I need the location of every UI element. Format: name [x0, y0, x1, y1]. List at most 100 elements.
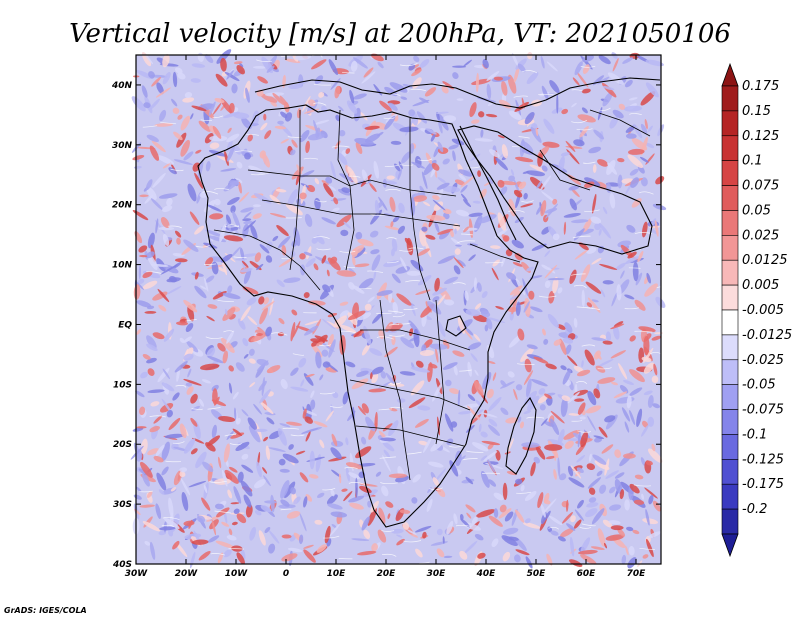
zero-contour — [318, 344, 331, 347]
updraft-blob — [269, 194, 281, 205]
x-tick-label: 10W — [225, 569, 249, 579]
downdraft-blob — [474, 369, 479, 376]
downdraft-blob — [242, 218, 252, 222]
downdraft-blob — [330, 447, 342, 460]
updraft-blob — [252, 213, 262, 219]
updraft-blob — [385, 501, 394, 508]
updraft-blob — [304, 320, 320, 326]
updraft-blob — [247, 315, 258, 326]
downdraft-blob — [249, 526, 257, 541]
updraft-blob — [382, 423, 393, 432]
downdraft-blob — [622, 57, 634, 64]
downdraft-blob — [569, 536, 575, 557]
downdraft-blob — [201, 379, 211, 384]
updraft-blob — [147, 368, 155, 376]
downdraft-blob — [400, 96, 408, 100]
updraft-blob — [229, 466, 238, 473]
downdraft-blob — [443, 115, 457, 123]
downdraft-blob — [160, 264, 178, 275]
downdraft-blob — [573, 317, 578, 328]
zero-contour — [142, 125, 158, 128]
updraft-blob — [319, 439, 325, 449]
downdraft-blob — [412, 99, 430, 107]
downdraft-blob — [176, 367, 180, 382]
updraft-blob — [543, 499, 551, 505]
downdraft-blob — [374, 199, 380, 216]
updraft-blob — [264, 130, 272, 140]
updraft-blob — [147, 448, 160, 456]
updraft-blob — [314, 178, 320, 185]
updraft-blob — [578, 549, 598, 555]
downdraft-blob — [599, 223, 612, 239]
zero-contour — [210, 553, 226, 556]
downdraft-blob — [304, 325, 319, 336]
downdraft-blob — [482, 58, 489, 69]
downdraft-blob — [233, 145, 242, 155]
updraft-blob — [355, 141, 363, 155]
updraft-blob — [254, 252, 262, 263]
updraft-blob — [152, 332, 165, 340]
downdraft-blob — [158, 489, 165, 495]
updraft-blob — [290, 322, 296, 342]
downdraft-blob — [223, 549, 232, 558]
downdraft-blob — [232, 391, 239, 400]
downdraft-blob — [231, 246, 241, 258]
downdraft-blob — [556, 94, 559, 114]
downdraft-blob — [609, 504, 622, 511]
downdraft-blob — [484, 324, 489, 332]
updraft-blob — [299, 472, 309, 483]
zero-contour — [379, 456, 396, 459]
updraft-blob — [612, 58, 619, 72]
downdraft-blob — [301, 428, 319, 434]
updraft-blob — [233, 61, 243, 65]
updraft-blob — [475, 72, 479, 93]
downdraft-blob — [329, 523, 340, 537]
downdraft-blob — [288, 444, 294, 450]
updraft-blob — [158, 304, 167, 312]
downdraft-blob — [560, 397, 568, 417]
updraft-blob — [259, 401, 274, 415]
zero-contour — [455, 524, 471, 527]
downdraft-blob — [530, 126, 542, 143]
downdraft-blob — [486, 71, 500, 81]
downdraft-blob — [454, 450, 462, 467]
downdraft-blob — [138, 265, 142, 280]
downdraft-blob — [263, 475, 271, 487]
downdraft-blob — [594, 223, 601, 231]
downdraft-blob — [515, 384, 523, 391]
zero-contour — [167, 225, 183, 229]
downdraft-blob — [507, 371, 515, 378]
downdraft-blob — [540, 175, 552, 191]
updraft-blob — [217, 342, 226, 352]
updraft-blob — [162, 163, 171, 169]
velocity-field — [130, 49, 675, 569]
updraft-blob — [286, 511, 301, 519]
downdraft-blob — [208, 101, 216, 116]
colorbar-bin — [721, 284, 739, 311]
downdraft-blob — [436, 319, 446, 337]
zero-contour — [400, 63, 418, 67]
downdraft-blob — [539, 404, 546, 411]
downdraft-blob — [313, 119, 319, 137]
updraft-blob — [345, 462, 363, 470]
updraft-blob — [182, 97, 195, 103]
updraft-blob — [379, 100, 392, 112]
updraft-blob — [417, 248, 430, 257]
downdraft-blob — [614, 472, 625, 479]
updraft-blob — [170, 487, 177, 492]
downdraft-blob — [641, 493, 645, 500]
updraft-blob — [426, 214, 446, 221]
updraft-blob — [435, 348, 439, 363]
downdraft-blob — [436, 182, 450, 190]
downdraft-blob — [135, 486, 142, 493]
downdraft-blob — [353, 93, 367, 100]
zero-contour — [329, 405, 343, 408]
downdraft-blob — [474, 138, 493, 142]
updraft-blob — [249, 382, 256, 388]
downdraft-blob — [268, 447, 286, 452]
downdraft-blob — [146, 186, 157, 200]
downdraft-blob — [215, 503, 224, 510]
downdraft-blob — [466, 424, 475, 433]
zero-contour — [538, 295, 557, 298]
downdraft-blob — [250, 224, 258, 240]
